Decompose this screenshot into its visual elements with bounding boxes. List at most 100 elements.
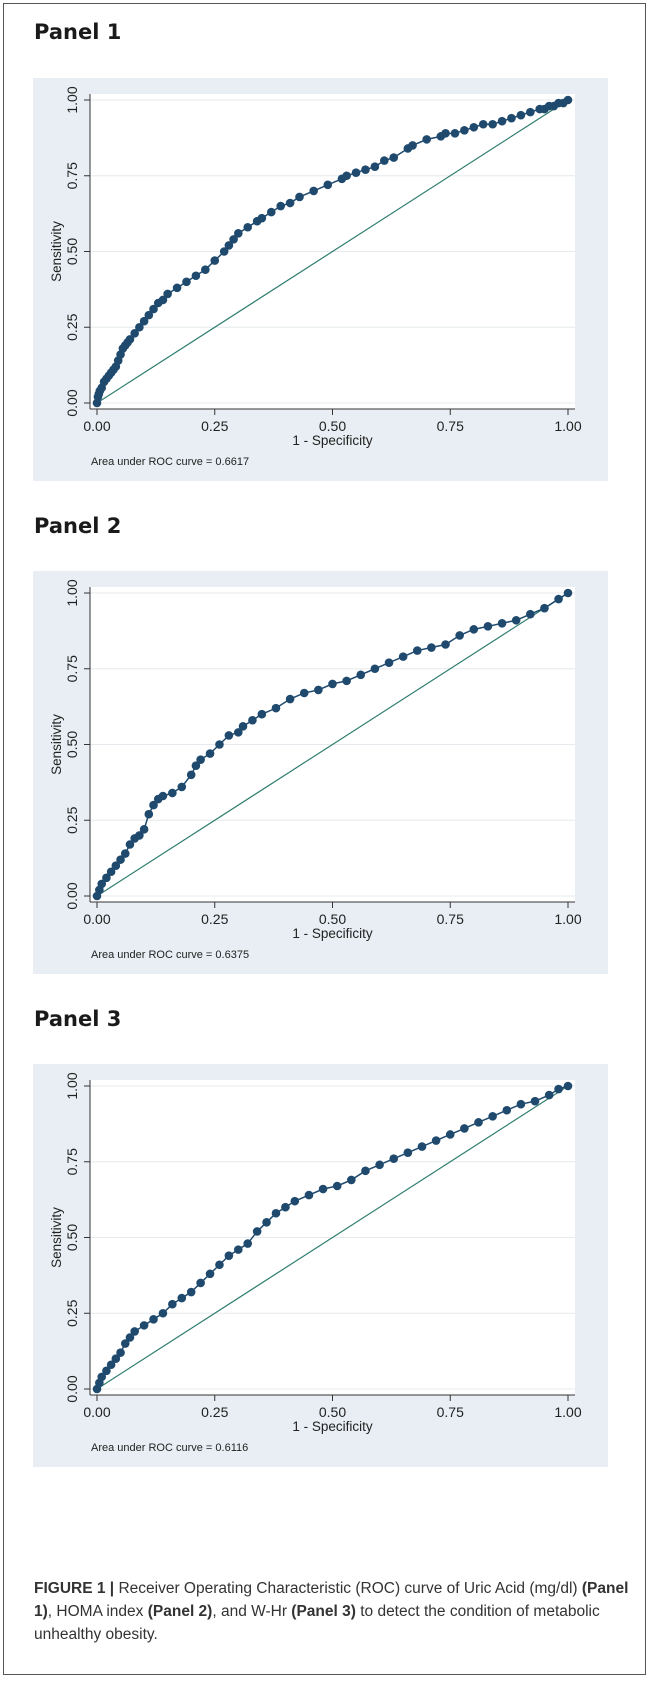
roc-point xyxy=(125,335,135,344)
panel-3-chart: 0.00 0.00 0.25 0.25 0.50 0.50 0.75 0.75 1.00 1.00… xyxy=(33,1064,608,1467)
roc-point xyxy=(158,295,168,305)
y-tick-label: 0.00 xyxy=(64,882,80,909)
roc-point xyxy=(488,119,497,129)
y-tick-label: 0.50 xyxy=(64,1224,80,1251)
roc-point xyxy=(441,640,450,649)
figure-caption: FIGURE 1 | Receiver Operating Characteri… xyxy=(34,1577,634,1646)
roc-point xyxy=(130,1327,139,1336)
roc-point xyxy=(168,788,177,798)
caption-panel-3-ref: (Panel 3) xyxy=(291,1603,356,1620)
roc-point xyxy=(224,1251,234,1260)
roc-point xyxy=(139,825,149,834)
roc-point xyxy=(186,770,196,780)
x-tick-label: 0.25 xyxy=(201,911,228,927)
roc-point xyxy=(234,728,243,737)
roc-point xyxy=(135,831,144,840)
roc-point xyxy=(544,1090,554,1100)
roc-point xyxy=(526,609,535,619)
roc-point xyxy=(266,207,276,217)
roc-point xyxy=(205,749,215,758)
panel-2-title: Panel 2 xyxy=(34,514,122,538)
roc-point xyxy=(196,1278,205,1288)
y-tick-label: 0.00 xyxy=(64,389,80,416)
roc-point xyxy=(111,861,121,870)
roc-point xyxy=(412,646,422,655)
roc-point xyxy=(361,1166,370,1176)
roc-point xyxy=(488,1112,497,1121)
roc-point xyxy=(511,615,521,625)
roc-point xyxy=(224,241,234,250)
roc-point xyxy=(229,235,238,244)
roc-point xyxy=(276,201,285,211)
roc-point xyxy=(215,1260,224,1270)
x-tick-label: 0.00 xyxy=(83,1404,110,1420)
roc-point xyxy=(347,1175,356,1185)
roc-point xyxy=(526,107,535,117)
roc-point xyxy=(97,879,107,889)
y-tick-label: 0.25 xyxy=(64,806,80,833)
roc-point xyxy=(130,329,139,338)
roc-point xyxy=(563,1081,573,1091)
auc-label: Area under ROC curve = 0.6617 xyxy=(91,456,249,468)
caption-text-2: , HOMA index xyxy=(47,1603,148,1620)
roc-point xyxy=(149,304,158,314)
caption-text-3: , and W-Hr xyxy=(212,1603,292,1620)
roc-chart-panel-3: 0.000.00 0.25 0.25 0.50 0.50 0.75 0.75 1.00 1.00… xyxy=(49,1072,582,1454)
roc-point xyxy=(116,855,125,864)
roc-point xyxy=(445,1130,455,1139)
roc-point xyxy=(332,1181,342,1191)
roc-point xyxy=(497,619,507,628)
panel-1-title: Panel 1 xyxy=(34,20,122,44)
roc-point xyxy=(186,1287,196,1297)
roc-point xyxy=(474,1118,483,1127)
roc-point xyxy=(314,685,323,695)
roc-point xyxy=(450,129,460,138)
roc-point xyxy=(139,1321,149,1330)
roc-point xyxy=(516,1099,526,1109)
y-tick-label: 1.00 xyxy=(64,86,80,113)
caption-figure-label: FIGURE 1 | xyxy=(34,1580,115,1597)
roc-point xyxy=(295,192,304,202)
roc-point xyxy=(431,1136,441,1145)
roc-point xyxy=(455,631,464,640)
roc-point xyxy=(201,265,210,274)
roc-point xyxy=(530,1096,540,1106)
roc-point xyxy=(172,283,182,293)
roc-point xyxy=(328,679,337,689)
y-tick-label: 0.25 xyxy=(64,313,80,340)
auc-label: Area under ROC curve = 0.6116 xyxy=(91,1442,248,1454)
roc-point xyxy=(106,867,116,877)
roc-point xyxy=(120,1339,130,1348)
x-tick-label: 0.50 xyxy=(319,418,346,434)
roc-point xyxy=(106,1360,116,1370)
roc-point xyxy=(102,873,111,883)
roc-point xyxy=(224,731,234,740)
y-axis-label: Sensitivity xyxy=(49,221,64,282)
y-tick-label: 1.00 xyxy=(64,579,80,606)
roc-point xyxy=(483,622,493,631)
x-axis-label: 1 - Specificity xyxy=(292,1419,373,1434)
x-tick-label: 0.00 xyxy=(83,418,110,434)
roc-point xyxy=(149,800,158,810)
x-axis-label: 1 - Specificity xyxy=(292,926,373,941)
roc-point xyxy=(540,603,549,613)
x-tick-label: 0.25 xyxy=(201,1404,228,1420)
panel-2-chart: 0.00 0.00 0.25 0.25 0.50 0.50 0.75 0.75 1.00 1.00… xyxy=(33,571,608,974)
roc-point xyxy=(441,129,450,138)
roc-point xyxy=(271,1208,281,1218)
roc-point xyxy=(427,643,436,652)
roc-point xyxy=(516,110,526,120)
roc-point xyxy=(102,1366,111,1376)
roc-point xyxy=(403,1148,413,1157)
x-tick-label: 1.00 xyxy=(554,418,581,434)
roc-point xyxy=(257,709,267,719)
caption-panel-1-ref: (Panel 1) xyxy=(34,1580,629,1620)
roc-point xyxy=(375,1160,384,1170)
roc-point xyxy=(219,247,229,256)
roc-point xyxy=(139,316,149,326)
roc-point xyxy=(318,1184,328,1194)
reference-line xyxy=(96,1085,569,1390)
roc-point xyxy=(563,95,573,105)
roc-point xyxy=(205,1269,215,1279)
roc-point xyxy=(478,119,488,129)
